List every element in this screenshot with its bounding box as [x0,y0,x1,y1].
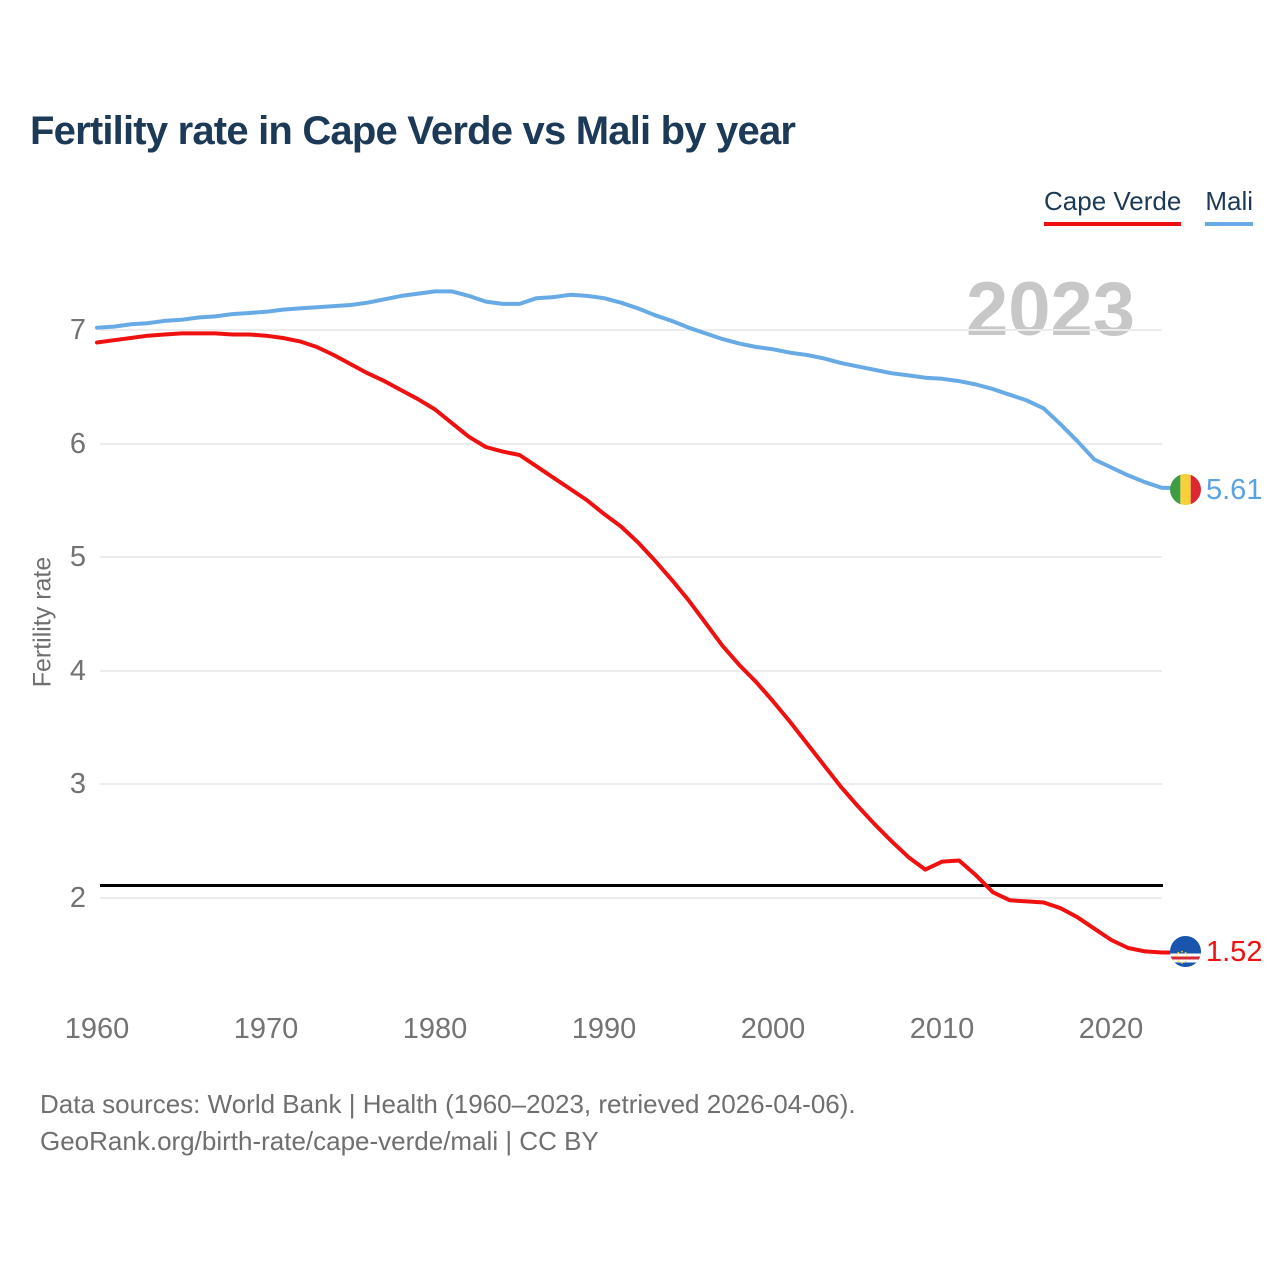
mali-flag-icon [1170,474,1201,505]
page-title: Fertility rate in Cape Verde vs Mali by … [30,109,796,153]
gridline [100,443,1162,445]
footer-source-line: Data sources: World Bank | Health (1960–… [40,1089,856,1119]
x-tick: 1960 [64,1013,130,1045]
footer-license-line: GeoRank.org/birth-rate/cape-verde/mali |… [40,1126,599,1156]
y-tick: 5 [69,541,86,573]
y-tick: 7 [69,314,86,346]
year-watermark: 2023 [966,267,1136,352]
legend-item-mali[interactable]: Mali [1205,186,1253,226]
x-tick: 2000 [740,1013,806,1045]
cape-verde-flag-icon [1170,936,1201,967]
mali-end-value: 5.61 [1206,474,1263,506]
replacement-level-line [100,884,1163,887]
series-line-mali[interactable] [95,289,1173,490]
y-tick: 3 [69,768,86,800]
gridline [100,670,1162,672]
cape-verde-end-value: 1.52 [1206,936,1263,968]
y-tick: 2 [69,882,86,914]
x-tick: 2020 [1078,1013,1144,1045]
legend-label-cape-verde: Cape Verde [1044,186,1182,216]
y-tick: 4 [69,655,86,687]
gridline [100,329,1162,331]
x-tick: 1990 [571,1013,637,1045]
series-line-cape-verde[interactable] [95,331,1173,955]
y-tick: 6 [69,428,86,460]
legend: Cape Verde Mali [1044,186,1253,226]
gridline [100,783,1162,785]
x-tick: 1980 [402,1013,468,1045]
gridline [100,556,1162,558]
x-tick: 2010 [909,1013,975,1045]
x-tick: 1970 [233,1013,299,1045]
legend-item-cape-verde[interactable]: Cape Verde [1044,186,1182,226]
gridline [100,897,1162,899]
legend-label-mali: Mali [1205,186,1253,216]
